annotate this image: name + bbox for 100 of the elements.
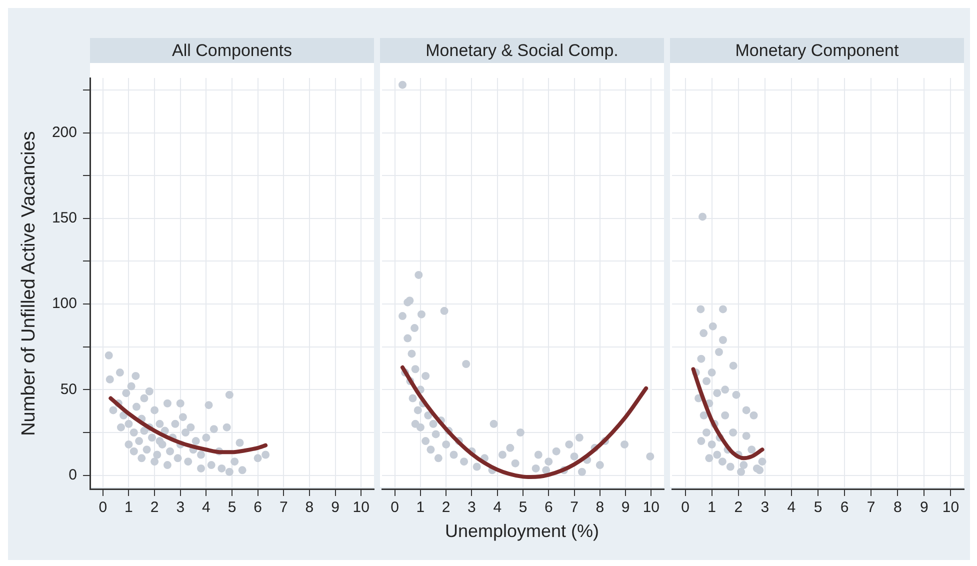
point (750, 411, 758, 420)
point (620, 440, 629, 448)
point (542, 466, 550, 474)
point (713, 450, 722, 459)
point (726, 462, 734, 471)
x-tick-label: 9 (920, 499, 928, 516)
point (414, 270, 423, 279)
x-tick-label: 8 (305, 499, 314, 516)
chart-title: Monetary Component (670, 38, 964, 63)
y-tick-label: 50 (60, 380, 77, 398)
x-tick-label: 10 (642, 499, 660, 516)
point (596, 461, 604, 470)
point (422, 437, 430, 446)
point (737, 468, 746, 476)
point (708, 368, 716, 377)
point (700, 329, 708, 338)
point (516, 428, 524, 436)
x-tick-label: 8 (596, 499, 604, 516)
x-tick-label: 1 (708, 499, 716, 516)
x-tick-label: 0 (98, 499, 108, 516)
x-tick-label: 6 (544, 499, 553, 516)
point (721, 386, 730, 394)
point (411, 365, 420, 374)
point (713, 389, 722, 398)
x-tick-label: 3 (176, 499, 185, 516)
point (748, 446, 756, 454)
point (424, 411, 432, 420)
point (578, 468, 586, 476)
point (532, 464, 540, 472)
point (718, 458, 726, 466)
point (442, 440, 450, 448)
point (511, 459, 520, 468)
point (498, 450, 506, 459)
point (410, 324, 419, 332)
point (429, 420, 438, 428)
x-tick-label: 0 (681, 499, 690, 516)
x-tick-label: 7 (279, 499, 288, 516)
point (422, 372, 430, 380)
point (702, 428, 711, 436)
point (434, 454, 442, 462)
point (758, 458, 766, 466)
y-tick-label: 100 (52, 295, 77, 312)
point (534, 450, 542, 459)
point (472, 462, 481, 471)
point (404, 334, 412, 342)
x-tick-label: 4 (202, 499, 210, 516)
point (426, 446, 435, 454)
point (697, 354, 706, 363)
point (718, 336, 727, 344)
x-tick-label: 9 (331, 499, 340, 516)
point (450, 450, 458, 459)
x-tick-label: 1 (124, 499, 133, 516)
chart-title: Monetary & Social Comp. (380, 38, 664, 63)
point (414, 406, 422, 414)
point (732, 390, 740, 399)
point (696, 305, 705, 314)
point (708, 440, 716, 448)
x-axis-title: Unemployment (%) (444, 521, 600, 542)
point (714, 348, 723, 356)
x-tick-label: 4 (787, 499, 796, 516)
point (697, 437, 706, 446)
y-axis-title: Number of Unfilled Active Vacancies (18, 131, 40, 436)
x-tick-label: 3 (468, 499, 476, 516)
x-tick-label: 2 (150, 499, 159, 516)
point (460, 458, 468, 466)
point (575, 434, 584, 442)
x-tick-label: 5 (228, 499, 236, 516)
point (708, 322, 717, 330)
x-tick-label: 7 (570, 499, 578, 516)
point (398, 80, 407, 89)
y-tick-label: 200 (52, 124, 77, 141)
point (756, 466, 764, 474)
point (740, 461, 748, 470)
x-tick-label: 5 (814, 499, 822, 516)
chart-title: All Components (90, 38, 374, 63)
point (408, 350, 416, 358)
point (462, 360, 470, 368)
point (552, 447, 560, 456)
x-tick-label: 1 (416, 499, 425, 516)
point (729, 362, 738, 370)
point (700, 411, 708, 420)
x-tick-label: 7 (866, 499, 876, 516)
x-tick-label: 10 (942, 499, 960, 516)
x-tick-label: 9 (621, 499, 630, 516)
x-tick-label: 2 (734, 499, 743, 516)
x-tick-label: 10 (352, 499, 370, 516)
point (544, 458, 553, 466)
point (718, 305, 727, 314)
y-tick-label: 150 (52, 210, 77, 227)
point (398, 312, 407, 320)
x-tick-label: 3 (760, 499, 770, 516)
x-tick-label: 0 (390, 499, 399, 516)
point (570, 452, 578, 460)
point (490, 420, 498, 428)
x-tick-label: 8 (893, 499, 902, 516)
x-tick-label: 5 (518, 499, 528, 516)
point (702, 377, 711, 386)
x-tick-label: 6 (254, 499, 262, 516)
point (742, 406, 750, 414)
point (742, 432, 750, 440)
